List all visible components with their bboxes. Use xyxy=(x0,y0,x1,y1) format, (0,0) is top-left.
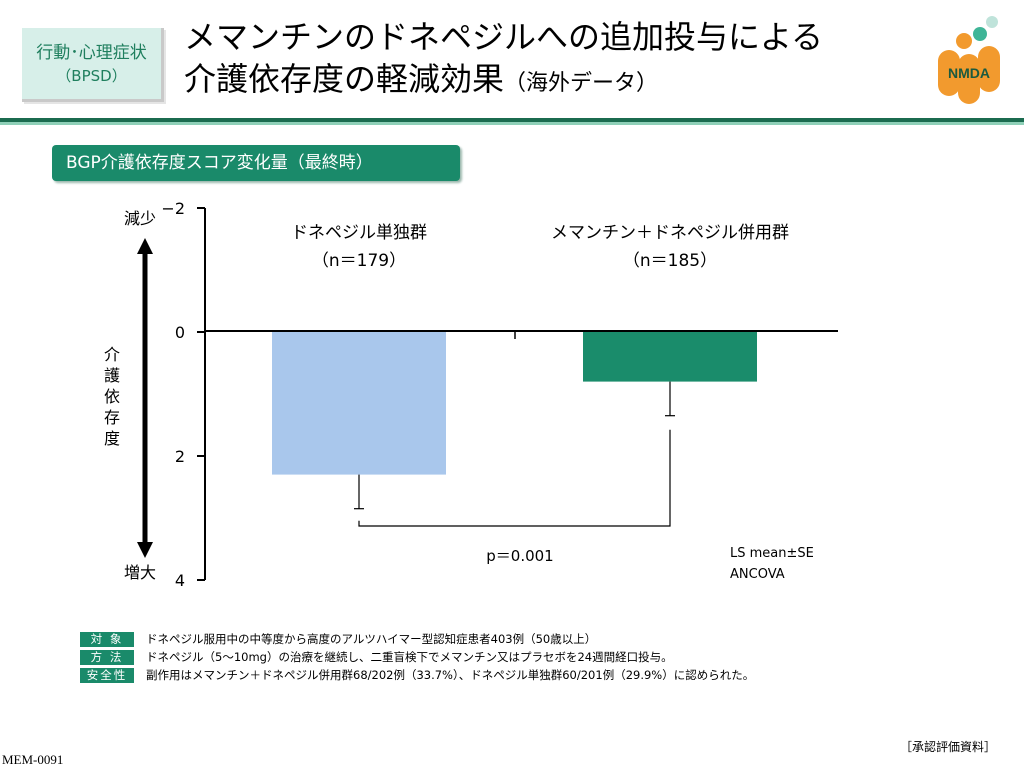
y-tick-label: 4 xyxy=(175,571,185,590)
footnote-label-subjects: 対 象 xyxy=(80,631,134,647)
y-axis-label-char: 度 xyxy=(104,429,120,448)
category-label: メマンチン＋ドネペジル併用群 xyxy=(551,223,789,243)
bar-2 xyxy=(583,332,757,382)
y-tick-label: −2 xyxy=(161,199,185,218)
nmda-logo: NMDA xyxy=(938,16,1000,104)
significance-bracket xyxy=(358,429,671,527)
y-axis-label: 介護依存度 xyxy=(104,345,120,448)
stats-note-line1: LS mean±SE xyxy=(730,546,814,561)
y-axis-label-char: 依 xyxy=(104,387,120,406)
header-divider xyxy=(0,118,1024,122)
y-axis-label-char: 護 xyxy=(104,366,120,385)
stats-note-line2: ANCOVA xyxy=(730,567,785,582)
document-code: MEM-0091 xyxy=(2,752,64,767)
footnote-text-method: ドネペジル（5～10mg）の治療を継続し、二重盲検下でメマンチン又はプラセボを2… xyxy=(146,650,673,664)
y-bottom-label: 増大 xyxy=(124,563,156,582)
category-sublabel: （n＝179） xyxy=(312,251,406,271)
footnote-label-method: 方 法 xyxy=(80,649,134,665)
footnote-text-subjects: ドネペジル服用中の中等度から高度のアルツハイマー型認知症患者403例（50歳以上… xyxy=(146,632,597,646)
y-tick-label: 2 xyxy=(175,447,185,466)
footnote-row: 対 象 ドネペジル服用中の中等度から高度のアルツハイマー型認知症患者403例（5… xyxy=(80,630,754,648)
page-title: メマンチンのドネペジルへの追加投与による 介護依存度の軽減効果（海外データ） xyxy=(184,16,924,105)
category-line1: 行動･心理症状 xyxy=(36,43,147,63)
title-line2: 介護依存度の軽減効果 xyxy=(184,60,505,98)
category-badge: 行動･心理症状 （BPSD） xyxy=(22,28,164,102)
header-divider-light xyxy=(0,122,1024,125)
category-sublabel: （n＝185） xyxy=(623,251,717,271)
category-label: ドネペジル単独群 xyxy=(291,223,427,243)
category-line2: （BPSD） xyxy=(56,67,127,85)
section-title: BGP介護依存度スコア変化量（最終時） xyxy=(52,145,460,181)
y-axis-label-char: 存 xyxy=(104,408,120,427)
footnotes: 対 象 ドネペジル服用中の中等度から高度のアルツハイマー型認知症患者403例（5… xyxy=(80,630,754,684)
y-direction-arrow-down xyxy=(137,542,153,558)
y-direction-arrow-up xyxy=(137,238,153,254)
footnote-label-safety: 安全性 xyxy=(80,667,134,683)
footnote-row: 方 法 ドネペジル（5～10mg）の治療を継続し、二重盲検下でメマンチン又はプラ… xyxy=(80,648,754,666)
logo-text: NMDA xyxy=(948,65,990,81)
bar-1 xyxy=(272,332,446,475)
title-line1: メマンチンのドネペジルへの追加投与による xyxy=(184,18,824,56)
y-tick-label: 0 xyxy=(175,323,185,342)
source-note: ［承認評価資料］ xyxy=(899,740,996,754)
footnote-row: 安全性 副作用はメマンチン＋ドネペジル併用群68/202例（33.7%）、ドネペ… xyxy=(80,666,754,684)
footnote-text-safety: 副作用はメマンチン＋ドネペジル併用群68/202例（33.7%）、ドネペジル単独… xyxy=(146,668,755,682)
title-suffix: （海外データ） xyxy=(504,71,659,96)
y-top-label: 減少 xyxy=(124,209,156,228)
p-value-label: p＝0.001 xyxy=(486,547,553,565)
y-axis-label-char: 介 xyxy=(104,345,120,364)
